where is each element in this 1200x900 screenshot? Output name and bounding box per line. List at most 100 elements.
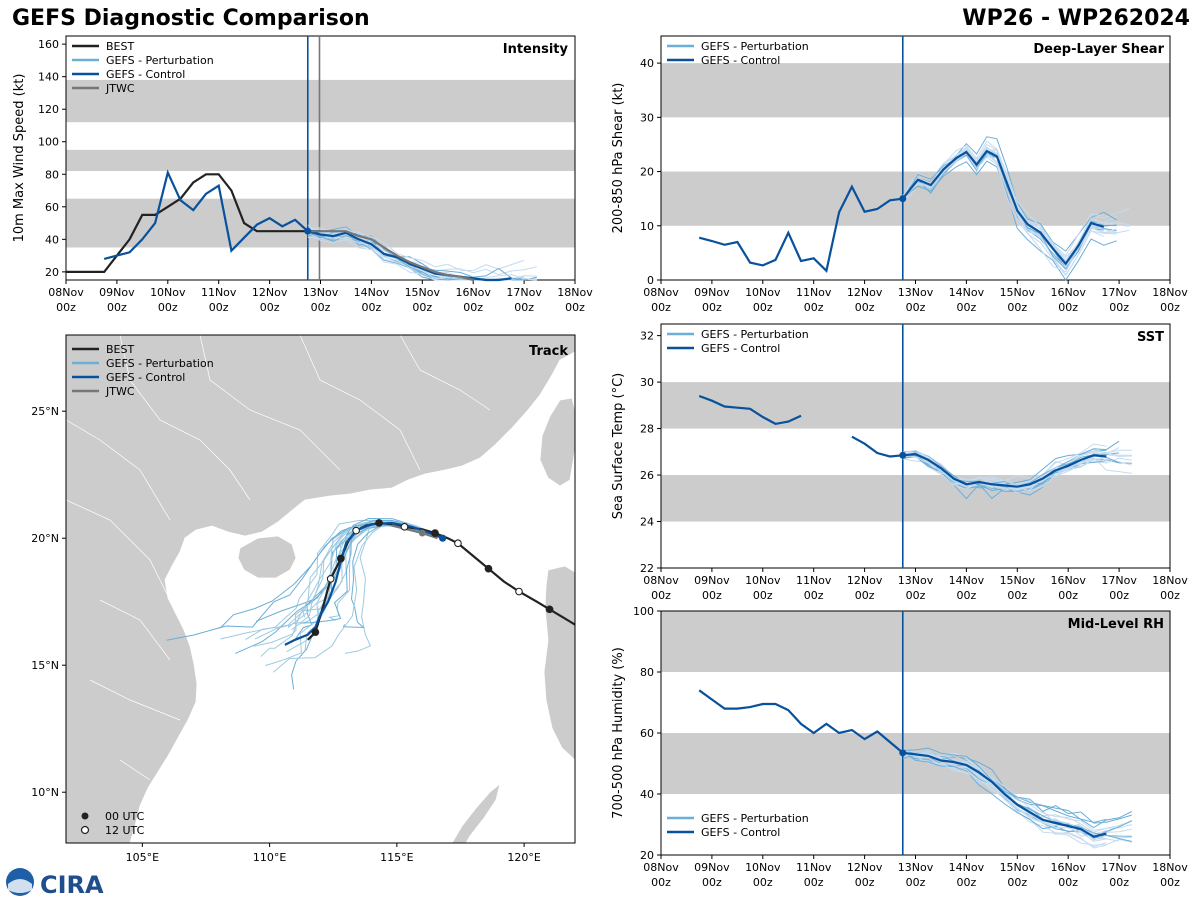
rh-xtick-day: 10Nov — [745, 861, 781, 874]
shear-ytick-label: 30 — [640, 111, 654, 124]
intensity-jtwc-line — [307, 230, 474, 282]
track-lat-label: 25°N — [31, 405, 59, 418]
intensity-ylabel: 10m Max Wind Speed (kt) — [12, 74, 27, 243]
shear-xtick-day: 18Nov — [1152, 286, 1188, 299]
storm-id-title: WP26 - WP262024 — [962, 6, 1190, 31]
track-marker-12utc — [515, 587, 523, 596]
sst-xtick-hour: 00z — [1007, 589, 1027, 602]
sst-frame — [660, 323, 1171, 569]
marker-12utc-label: 12 UTC — [105, 824, 145, 837]
shear-xtick-day: 14Nov — [949, 286, 985, 299]
shear-xtick-hour: 00z — [651, 301, 671, 314]
track-init-marker — [439, 534, 447, 542]
track-marker-00utc — [375, 519, 383, 527]
rh-perturbation-line — [902, 751, 1132, 833]
shear-ytick-label: 20 — [640, 166, 654, 179]
rh-ytick-label: 80 — [640, 666, 654, 679]
shear-xtick-day: 12Nov — [847, 286, 883, 299]
track-perturbation-line — [272, 522, 443, 673]
shear-ylabel: 200-850 hPa Shear (kt) — [611, 83, 626, 234]
shear-ytick-label: 0 — [647, 274, 654, 287]
sst-xtick-day: 09Nov — [694, 574, 730, 587]
rh-xtick-day: 13Nov — [898, 861, 934, 874]
sst-xtick-day: 15Nov — [1000, 574, 1036, 587]
intensity-xtick-day: 13Nov — [303, 286, 339, 299]
intensity-xtick-hour: 00z — [565, 301, 585, 314]
shear-xtick-hour: 00z — [804, 301, 824, 314]
province-borders — [66, 335, 491, 781]
track-marker-00utc — [484, 564, 493, 573]
marker-legend: 00 UTC 12 UTC — [80, 810, 145, 837]
rh-xtick-hour: 00z — [1109, 876, 1129, 889]
rh-xtick-day: 08Nov — [643, 861, 679, 874]
shear-title: Deep-Layer Shear — [1033, 42, 1164, 57]
intensity-panel: 20 40 60 80 100 120 140 160 08Nov 00z 09Nov 00z 10No… — [12, 35, 593, 314]
shear-xtick-hour: 00z — [753, 301, 773, 314]
sst-init-marker — [899, 451, 907, 459]
shear-xtick-day: 17Nov — [1101, 286, 1137, 299]
intensity-xtick-hour: 00z — [362, 301, 382, 314]
rh-xtick-day: 09Nov — [694, 861, 730, 874]
track-marker-12utc — [326, 574, 335, 583]
marker-00utc-label: 00 UTC — [105, 810, 145, 823]
rh-xtick-day: 14Nov — [949, 861, 985, 874]
intensity-xtick-hour: 00z — [412, 301, 432, 314]
rh-xtick-day: 18Nov — [1152, 861, 1188, 874]
track-marker-00utc — [545, 605, 554, 614]
intensity-ytick-label: 60 — [45, 201, 59, 214]
sst-xtick-day: 14Nov — [949, 574, 985, 587]
shear-panel: 0 10 20 30 40 08Nov 00z 09Nov 00z 10Nov 00z 11Nov 00… — [611, 35, 1188, 314]
track-frame — [65, 334, 576, 844]
shear-control-line — [698, 184, 903, 273]
track-lon-label: 110°E — [253, 851, 286, 864]
track-marker-12utc — [352, 526, 360, 535]
intensity-legend-label: BEST — [106, 40, 134, 53]
luzon-island — [543, 565, 575, 761]
rh-legend-label: GEFS - Control — [701, 826, 780, 839]
rh-ytick-label: 100 — [633, 605, 654, 618]
intensity-xtick-hour: 00z — [209, 301, 229, 314]
sst-ytick-label: 32 — [640, 330, 654, 343]
hainan-island — [237, 535, 297, 579]
intensity-perturbation-line — [307, 228, 537, 281]
sst-xtick-hour: 00z — [855, 589, 875, 602]
shear-ytick-label: 10 — [640, 220, 654, 233]
intensity-xtick-hour: 00z — [260, 301, 280, 314]
rh-ylabel: 700-500 hPa Humidity (%) — [611, 647, 626, 819]
cira-logo-text: CIRA — [40, 871, 104, 899]
sst-xtick-day: 18Nov — [1152, 574, 1188, 587]
intensity-xtick-hour: 00z — [514, 301, 534, 314]
rh-ytick-label: 20 — [640, 849, 654, 862]
shear-ytick-label: 40 — [640, 57, 654, 70]
intensity-ytick-label: 120 — [38, 103, 59, 116]
shear-xtick-day: 08Nov — [643, 286, 679, 299]
rh-init-marker — [899, 749, 907, 757]
intensity-ytick-label: 160 — [38, 38, 59, 51]
intensity-xtick-day: 09Nov — [99, 286, 135, 299]
sst-panel: 22 24 26 28 30 32 08Nov 00z 09Nov 00z 10Nov 00z 11No… — [611, 323, 1188, 602]
sst-xtick-hour: 00z — [651, 589, 671, 602]
sst-xtick-day: 16Nov — [1050, 574, 1086, 587]
rh-xtick-day: 16Nov — [1050, 861, 1086, 874]
intensity-xtick-day: 11Nov — [201, 286, 237, 299]
track-legend-label: GEFS - Perturbation — [106, 357, 214, 370]
cira-logo: CIRA — [6, 868, 104, 899]
sst-band — [661, 382, 1170, 429]
rh-xtick-hour: 00z — [753, 876, 773, 889]
track-title: Track — [529, 344, 568, 359]
sst-band — [661, 475, 1170, 522]
rh-xtick-hour: 00z — [1058, 876, 1078, 889]
sst-perturbation-line — [902, 449, 1107, 486]
sst-xtick-day: 13Nov — [898, 574, 934, 587]
borneo-palawan — [451, 782, 501, 843]
track-marker-12utc — [400, 522, 409, 531]
sst-xtick-hour: 00z — [804, 589, 824, 602]
rh-xtick-hour: 00z — [804, 876, 824, 889]
sst-control-line — [851, 435, 1107, 488]
intensity-title: Intensity — [503, 42, 569, 57]
track-marker-00utc — [431, 529, 439, 537]
intensity-band — [66, 198, 575, 248]
sst-xtick-hour: 00z — [1160, 589, 1180, 602]
sst-xtick-hour: 00z — [702, 589, 722, 602]
